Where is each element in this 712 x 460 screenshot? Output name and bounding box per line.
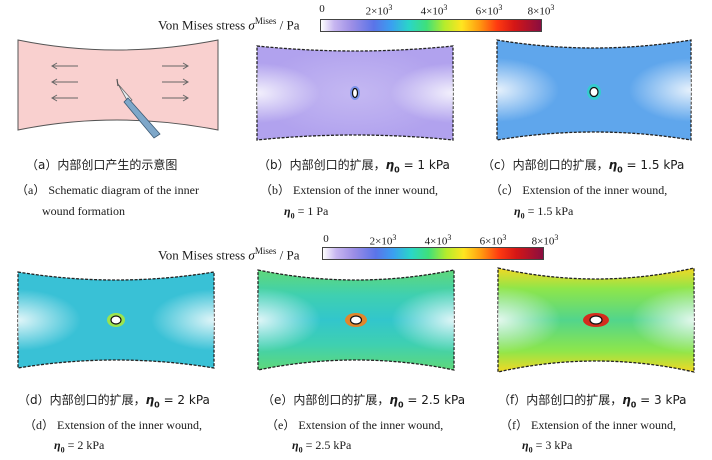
tick-label: 2×103	[369, 233, 397, 248]
caption-a-en-line1: （a） Schematic diagram of the inner	[16, 183, 199, 197]
caption-d-cn: （d）内部创口的扩展，η0 = 2 kPa	[18, 393, 210, 410]
colorbar-top	[320, 19, 542, 32]
caption-c-cn: （c）内部创口的扩展，η0 = 1.5 kPa	[482, 158, 685, 175]
caption-b-en-line2: η0 = 1 Pa	[284, 204, 329, 221]
tick-label: 6×103	[479, 233, 507, 248]
stress-plot-c	[496, 39, 692, 141]
stress-plot-d	[17, 271, 215, 369]
tick-label: 4×103	[424, 233, 452, 248]
caption-d-en-line2: η0 = 2 kPa	[54, 438, 105, 455]
arrows-right	[162, 62, 189, 102]
tick-label: 8×103	[531, 233, 559, 248]
tick-label: 0	[323, 233, 329, 245]
tick-label: 0	[319, 3, 325, 15]
caption-b-en-line1: （b） Extension of the inner wound,	[260, 183, 438, 197]
legend-title-bottom: Von Mises stress σMises / Pa	[158, 246, 300, 263]
legend-title-top: Von Mises stress σMises / Pa	[158, 16, 300, 33]
caption-e-en-line2: η0 = 2.5 kPa	[292, 438, 352, 455]
schematic-diagram	[17, 39, 219, 139]
caption-a-en-line2: wound formation	[42, 204, 125, 218]
stress-plot-f	[497, 267, 695, 373]
caption-c-en-line2: η0 = 1.5 kPa	[514, 204, 574, 221]
stress-plot-e	[257, 269, 455, 371]
tick-label: 8×103	[527, 3, 555, 18]
tick-label: 2×103	[365, 3, 393, 18]
scalpel-icon	[117, 83, 161, 139]
caption-e-cn: （e）内部创口的扩展，η0 = 2.5 kPa	[262, 393, 466, 410]
caption-a-cn: （a）内部创口产生的示意图	[26, 158, 178, 172]
colorbar-bottom	[322, 247, 544, 260]
caption-f-cn: （f）内部创口的扩展，η0 = 3 kPa	[498, 393, 687, 410]
stress-plot-b	[256, 45, 454, 141]
caption-d-en-line1: （d） Extension of the inner wound,	[24, 418, 202, 432]
caption-c-en-line1: （c） Extension of the inner wound,	[490, 183, 668, 197]
arrows-left	[51, 62, 78, 102]
caption-b-cn: （b）内部创口的扩展，η0 = 1 kPa	[258, 158, 450, 175]
caption-f-en-line1: （f） Extension of the inner wound,	[500, 418, 676, 432]
caption-f-en-line2: η0 = 3 kPa	[522, 438, 573, 455]
tick-label: 6×103	[475, 3, 503, 18]
tick-label: 4×103	[420, 3, 448, 18]
caption-e-en-line1: （e） Extension of the inner wound,	[266, 418, 444, 432]
